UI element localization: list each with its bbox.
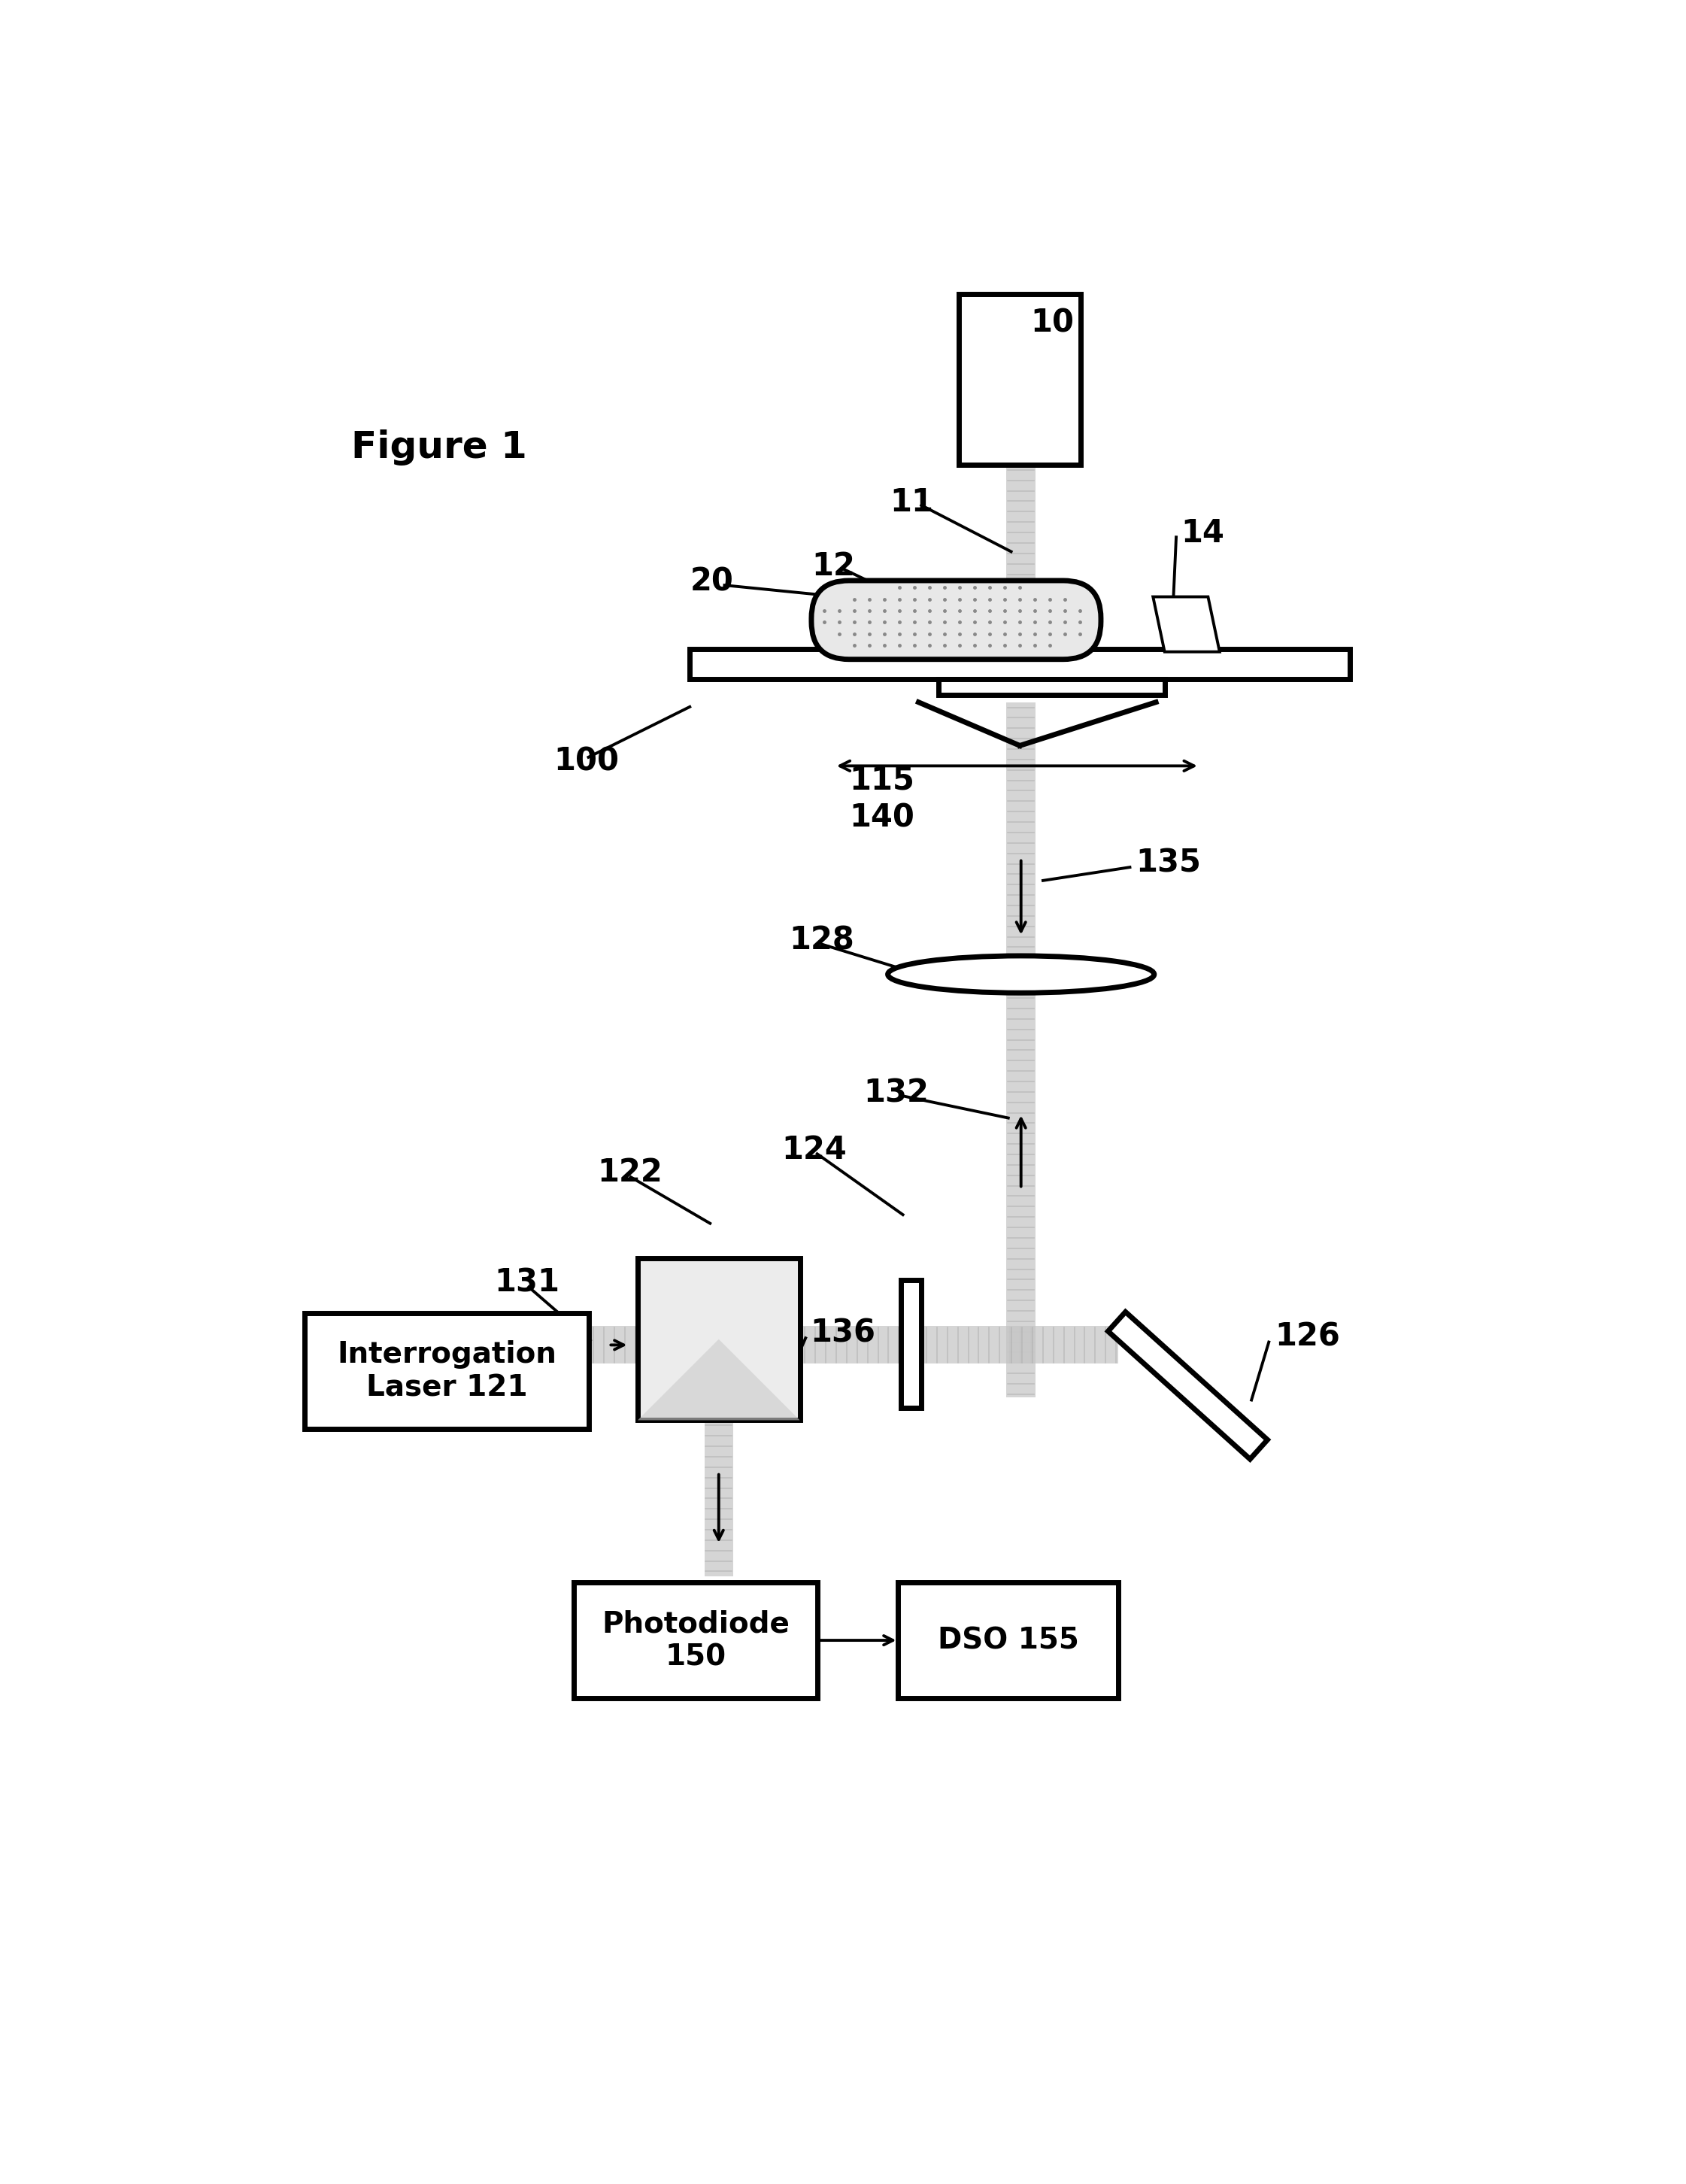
Text: 115: 115 — [850, 764, 914, 797]
FancyBboxPatch shape — [900, 1280, 922, 1406]
Text: 136: 136 — [811, 1317, 875, 1350]
FancyBboxPatch shape — [690, 649, 1350, 679]
Text: 124: 124 — [781, 1133, 846, 1166]
Text: DSO 155: DSO 155 — [937, 1627, 1079, 1655]
Text: Photodiode
150: Photodiode 150 — [602, 1610, 789, 1671]
Polygon shape — [1153, 596, 1219, 651]
Text: 14: 14 — [1180, 518, 1224, 548]
Polygon shape — [1108, 1313, 1268, 1459]
FancyBboxPatch shape — [305, 1313, 588, 1428]
FancyBboxPatch shape — [573, 1583, 818, 1699]
Text: 11: 11 — [890, 487, 932, 518]
Polygon shape — [637, 1339, 799, 1420]
FancyBboxPatch shape — [637, 1258, 799, 1420]
FancyBboxPatch shape — [705, 1420, 733, 1577]
Text: 132: 132 — [863, 1077, 929, 1109]
FancyBboxPatch shape — [811, 581, 1101, 660]
Text: 122: 122 — [597, 1158, 663, 1188]
Text: 10: 10 — [1030, 308, 1074, 339]
Text: Interrogation
Laser 121: Interrogation Laser 121 — [337, 1341, 556, 1402]
FancyBboxPatch shape — [588, 1326, 637, 1363]
FancyBboxPatch shape — [1007, 465, 1035, 649]
FancyBboxPatch shape — [1007, 994, 1035, 1398]
Text: 20: 20 — [690, 566, 733, 598]
Text: 126: 126 — [1275, 1321, 1340, 1352]
Text: 140: 140 — [850, 802, 914, 834]
FancyBboxPatch shape — [899, 1583, 1118, 1699]
FancyBboxPatch shape — [1007, 1326, 1118, 1363]
FancyBboxPatch shape — [1007, 703, 1035, 954]
FancyBboxPatch shape — [799, 1326, 900, 1363]
Text: Figure 1: Figure 1 — [351, 430, 528, 465]
Text: 12: 12 — [811, 550, 855, 581]
Text: 100: 100 — [553, 745, 619, 778]
FancyBboxPatch shape — [939, 679, 1165, 695]
Text: 135: 135 — [1136, 847, 1200, 878]
Text: 131: 131 — [494, 1267, 560, 1297]
Ellipse shape — [889, 957, 1155, 994]
Text: 128: 128 — [789, 926, 855, 957]
FancyBboxPatch shape — [922, 1326, 1035, 1363]
FancyBboxPatch shape — [959, 295, 1081, 465]
